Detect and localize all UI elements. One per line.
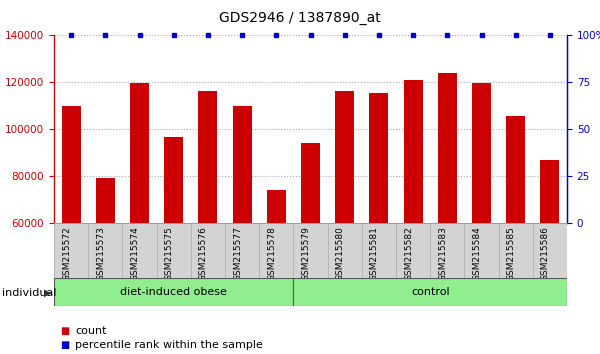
Bar — [293, 278, 567, 306]
Text: GSM215582: GSM215582 — [404, 226, 413, 280]
Text: count: count — [75, 326, 107, 336]
Text: ■: ■ — [60, 326, 69, 336]
Text: percentile rank within the sample: percentile rank within the sample — [75, 340, 263, 350]
Text: GSM215578: GSM215578 — [268, 226, 277, 281]
Text: diet-induced obese: diet-induced obese — [120, 287, 227, 297]
Bar — [267, 190, 286, 223]
Bar — [164, 137, 183, 223]
Bar — [541, 160, 559, 223]
Bar — [130, 84, 149, 223]
Text: GSM215583: GSM215583 — [439, 226, 448, 281]
Text: GSM215580: GSM215580 — [336, 226, 345, 281]
Bar — [54, 278, 293, 306]
Bar — [301, 143, 320, 223]
Bar — [199, 91, 217, 223]
Text: GSM215585: GSM215585 — [507, 226, 516, 281]
Text: GDS2946 / 1387890_at: GDS2946 / 1387890_at — [219, 11, 381, 25]
Text: GSM215579: GSM215579 — [302, 226, 311, 281]
Bar — [62, 106, 80, 223]
Bar — [438, 73, 457, 223]
Text: GSM215574: GSM215574 — [131, 226, 139, 280]
Text: ▶: ▶ — [44, 288, 52, 298]
Text: GSM215572: GSM215572 — [62, 226, 71, 280]
Bar — [506, 116, 525, 223]
Bar — [472, 84, 491, 223]
Bar — [404, 80, 422, 223]
Bar — [96, 178, 115, 223]
Text: control: control — [411, 287, 449, 297]
Text: individual: individual — [2, 288, 56, 298]
Text: GSM215584: GSM215584 — [473, 226, 482, 280]
Bar — [335, 91, 354, 223]
Text: GSM215575: GSM215575 — [164, 226, 174, 281]
Text: GSM215577: GSM215577 — [233, 226, 242, 281]
Bar — [370, 93, 388, 223]
Text: ■: ■ — [60, 340, 69, 350]
Text: GSM215586: GSM215586 — [541, 226, 550, 281]
Text: GSM215581: GSM215581 — [370, 226, 379, 281]
Bar — [233, 106, 251, 223]
Text: GSM215573: GSM215573 — [96, 226, 106, 281]
Text: GSM215576: GSM215576 — [199, 226, 208, 281]
